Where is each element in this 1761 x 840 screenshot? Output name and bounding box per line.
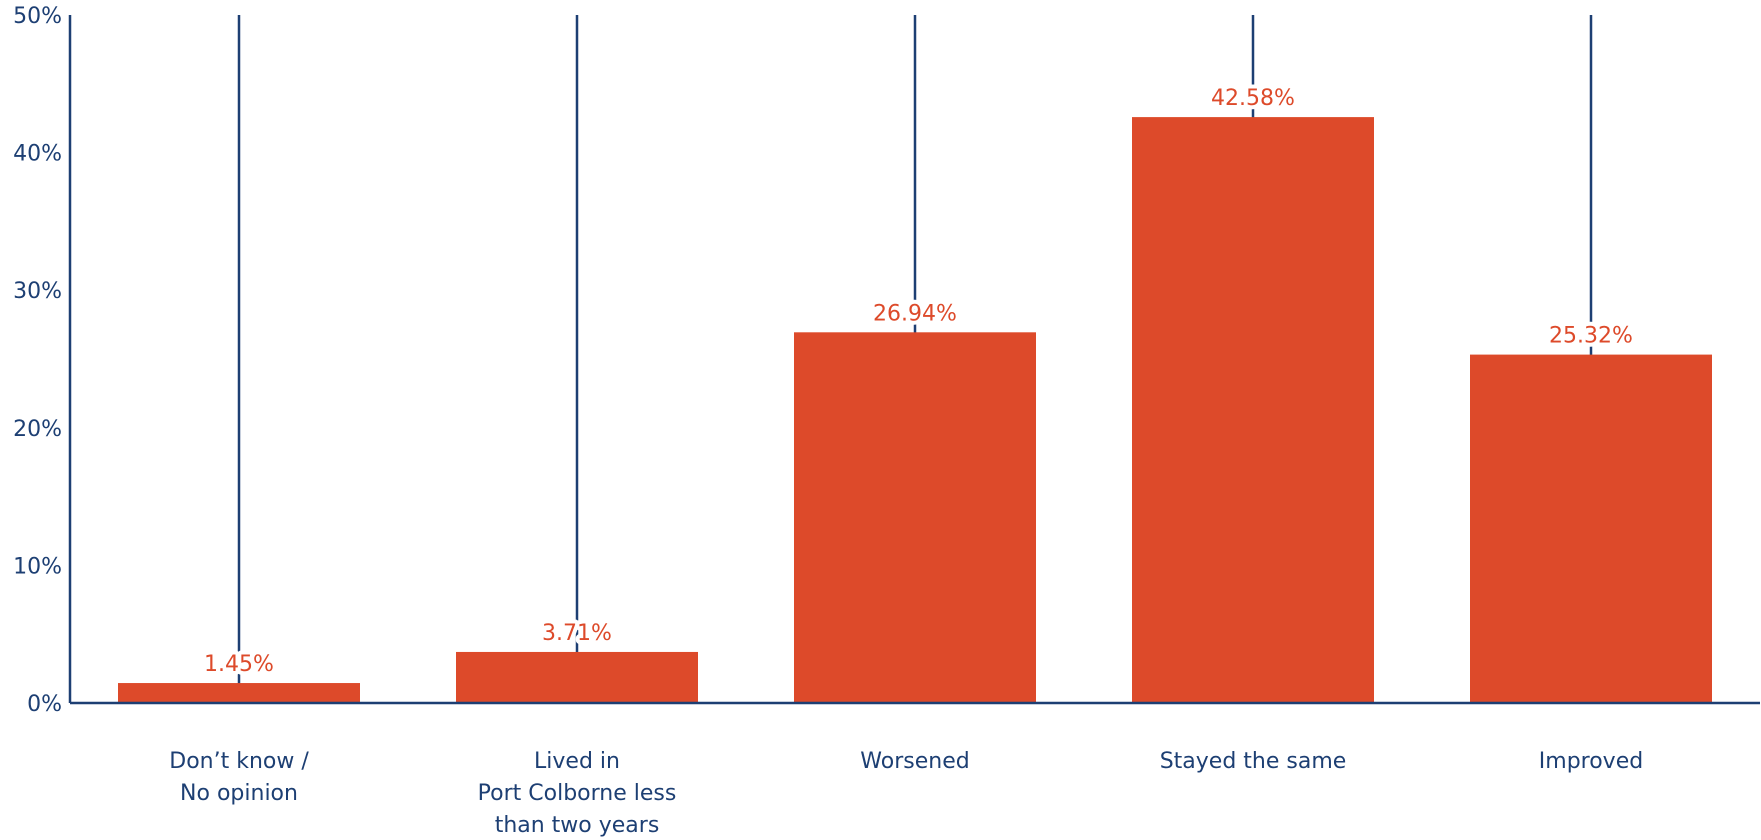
y-tick-label: 40% — [13, 142, 62, 167]
bar-4 — [1470, 354, 1712, 703]
data-label: 3.71% — [542, 621, 612, 646]
y-tick-label: 50% — [13, 4, 62, 29]
axes — [68, 15, 1760, 705]
y-tick-label: 0% — [27, 692, 62, 717]
data-label: 26.94% — [873, 301, 957, 326]
data-labels: 1.45% 3.71% 26.94% 42.58% 25.32% — [200, 82, 1637, 681]
bar-3 — [1132, 117, 1374, 704]
x-category-label-line: Don’t know / — [169, 749, 309, 774]
y-tick-label: 30% — [13, 279, 62, 304]
x-category-labels: Don’t know / No opinion Lived in Port Colbo… — [169, 749, 1643, 838]
y-tick-labels: 0% 10% 20% 30% 40% 50% — [13, 4, 62, 717]
x-category-label-line: Lived in — [534, 749, 620, 774]
x-category-label-line: Worsened — [860, 749, 969, 774]
x-category-label: Stayed the same — [1160, 749, 1347, 774]
data-label: 42.58% — [1211, 86, 1295, 111]
data-label: 25.32% — [1549, 324, 1633, 349]
bar-1 — [456, 651, 698, 703]
x-category-label-line: Stayed the same — [1160, 749, 1347, 774]
x-category-label-line: Port Colborne less — [478, 781, 677, 806]
y-tick-label: 10% — [13, 554, 62, 579]
x-category-label: Lived in Port Colborne less than two years — [478, 749, 677, 838]
x-category-label: Improved — [1539, 749, 1643, 774]
x-category-label: Don’t know / No opinion — [169, 749, 309, 806]
data-label: 1.45% — [204, 652, 274, 677]
x-category-label: Worsened — [860, 749, 969, 774]
bar-2 — [794, 332, 1036, 703]
x-category-label-line: No opinion — [180, 781, 298, 806]
x-category-label-line: than two years — [495, 813, 660, 838]
bars — [118, 117, 1712, 704]
x-category-label-line: Improved — [1539, 749, 1643, 774]
y-tick-label: 20% — [13, 417, 62, 442]
bar-0 — [118, 683, 360, 703]
